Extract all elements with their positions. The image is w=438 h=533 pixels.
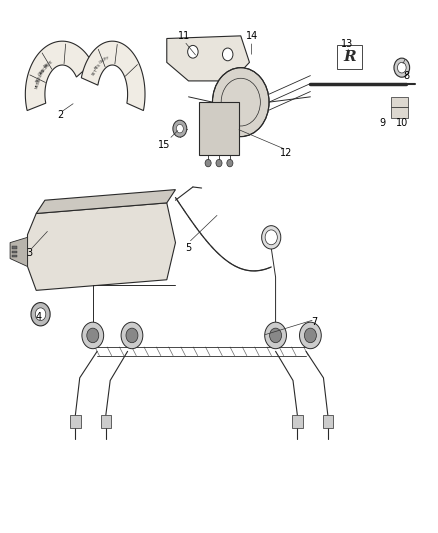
Text: 11: 11 xyxy=(178,31,190,41)
Text: RESUME: RESUME xyxy=(35,68,46,84)
Text: 12: 12 xyxy=(280,148,293,158)
Circle shape xyxy=(304,328,316,343)
Circle shape xyxy=(35,308,46,320)
Text: BACK: BACK xyxy=(43,60,53,69)
Bar xyxy=(322,415,333,428)
Circle shape xyxy=(212,68,269,136)
Text: 14: 14 xyxy=(246,31,258,41)
FancyBboxPatch shape xyxy=(199,102,239,155)
Polygon shape xyxy=(10,237,28,266)
Polygon shape xyxy=(167,36,250,81)
Text: RES: RES xyxy=(94,62,102,70)
Circle shape xyxy=(265,322,286,349)
Circle shape xyxy=(394,58,410,77)
Circle shape xyxy=(265,230,277,245)
Bar xyxy=(12,251,18,253)
Polygon shape xyxy=(36,190,176,214)
Text: CANCEL: CANCEL xyxy=(37,62,51,77)
Circle shape xyxy=(31,303,50,326)
Text: 2: 2 xyxy=(57,110,63,120)
Bar xyxy=(12,246,18,249)
Bar xyxy=(70,415,81,428)
Circle shape xyxy=(261,225,281,249)
Circle shape xyxy=(300,322,321,349)
Bar xyxy=(292,415,303,428)
Bar xyxy=(12,255,18,257)
Polygon shape xyxy=(391,108,408,118)
Circle shape xyxy=(205,159,211,167)
PathPatch shape xyxy=(25,41,92,110)
Text: MENU: MENU xyxy=(35,77,42,89)
Circle shape xyxy=(216,159,222,167)
Text: OFF: OFF xyxy=(102,55,110,61)
Text: ON: ON xyxy=(98,59,106,65)
Circle shape xyxy=(121,322,143,349)
Text: 3: 3 xyxy=(27,248,33,259)
Text: 13: 13 xyxy=(341,39,353,49)
Text: SET: SET xyxy=(91,68,99,77)
Text: 9: 9 xyxy=(379,118,385,128)
Circle shape xyxy=(173,120,187,137)
Circle shape xyxy=(223,48,233,61)
Circle shape xyxy=(227,159,233,167)
Text: 10: 10 xyxy=(396,118,408,128)
Circle shape xyxy=(187,45,198,58)
Circle shape xyxy=(82,322,104,349)
Text: R: R xyxy=(343,50,356,64)
Polygon shape xyxy=(391,97,408,108)
Circle shape xyxy=(397,62,406,73)
Circle shape xyxy=(270,328,282,343)
Text: 4: 4 xyxy=(35,312,42,322)
Text: 7: 7 xyxy=(311,317,318,327)
Text: 15: 15 xyxy=(159,140,171,150)
Text: 5: 5 xyxy=(185,243,192,253)
Circle shape xyxy=(126,328,138,343)
Bar xyxy=(101,415,111,428)
Text: 8: 8 xyxy=(403,70,409,80)
Circle shape xyxy=(177,124,184,133)
PathPatch shape xyxy=(81,41,145,110)
Circle shape xyxy=(87,328,99,343)
Polygon shape xyxy=(28,203,176,290)
